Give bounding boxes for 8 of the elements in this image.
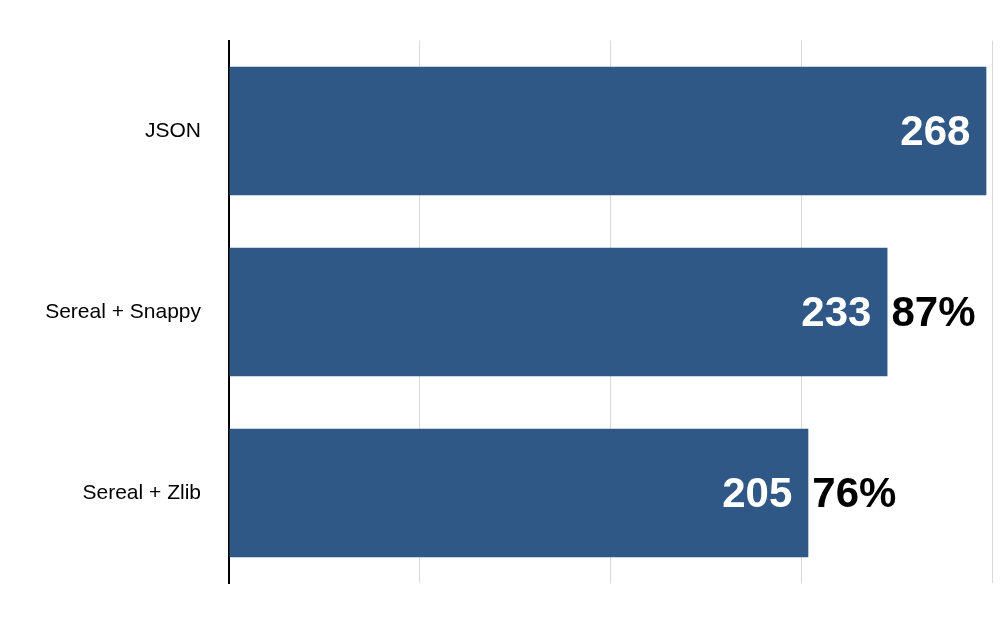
data-label: 205 — [722, 468, 793, 516]
annotation: 76% — [812, 468, 897, 516]
data-label: 268 — [900, 106, 971, 154]
y-tick-label: Sereal + Snappy — [45, 298, 202, 322]
y-tick-label: JSON — [144, 117, 201, 141]
annotation: 87% — [891, 287, 976, 335]
y-tick-label: Sereal + Zlib — [82, 479, 201, 503]
data-label: 233 — [801, 287, 872, 335]
